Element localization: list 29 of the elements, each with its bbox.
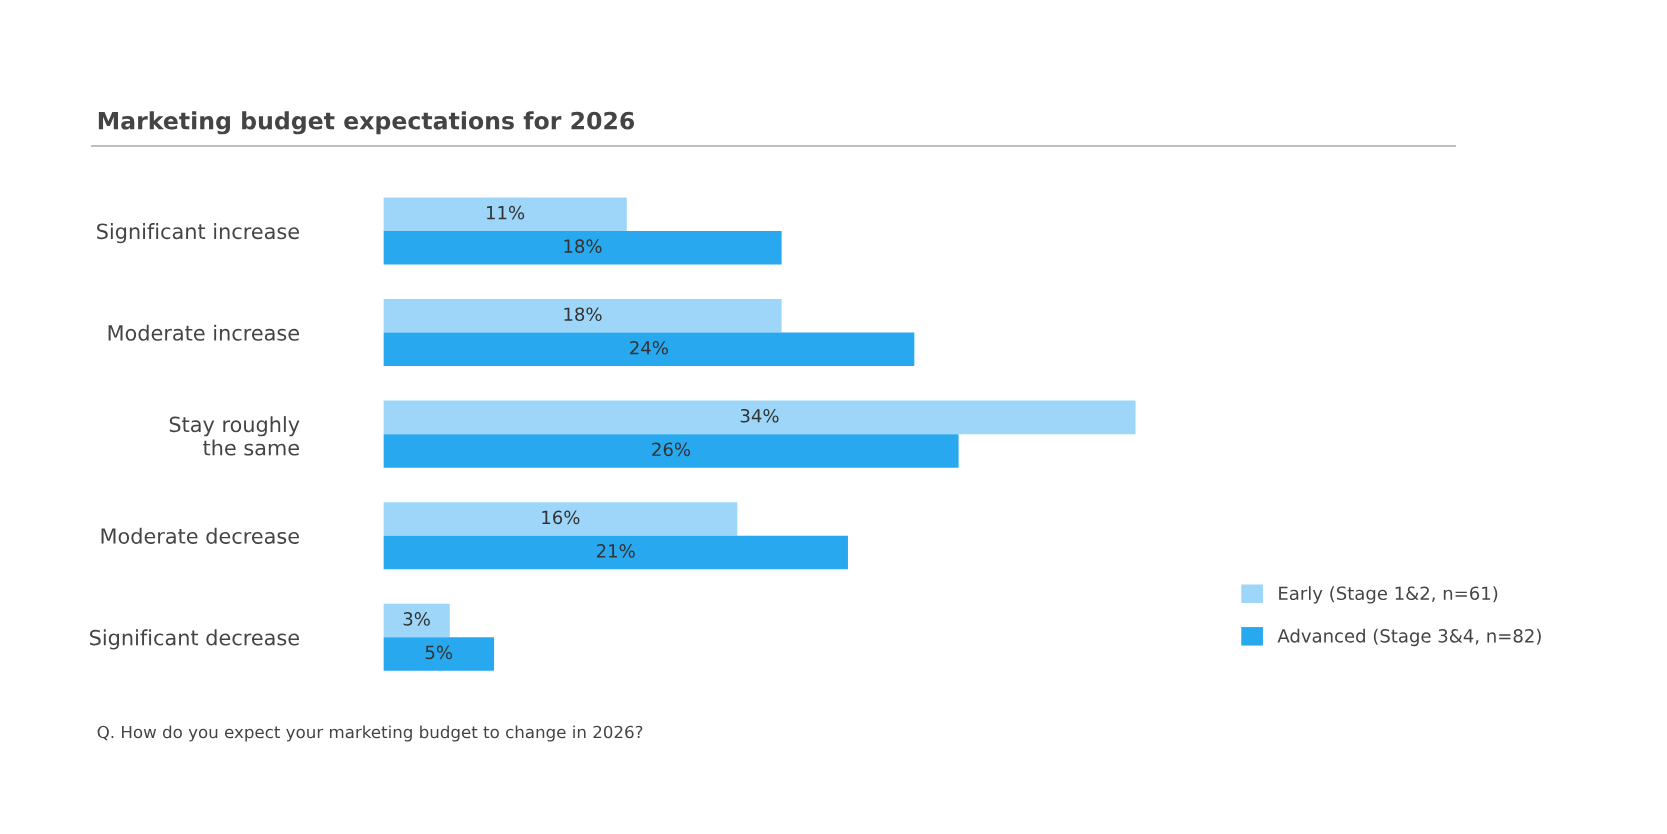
y-tick-label: Moderate increase (108, 324, 299, 341)
bar (383, 535, 848, 570)
data-label: 24% (630, 340, 668, 355)
y-tick-label: Moderate decrease (101, 527, 299, 544)
text: Q. How do you expect your marketing budget to change in 2026? (97, 725, 643, 742)
bar (383, 603, 450, 638)
bar (383, 231, 782, 265)
y-tick-label: Stay roughly the same (169, 416, 300, 456)
bar (383, 434, 959, 468)
y-tick-label: Significant increase (97, 223, 299, 244)
bar (383, 502, 738, 536)
legend-label: Advanced (Stage 3&4, n=82) (1277, 628, 1541, 647)
data-label: 18% (564, 239, 602, 253)
data-label: 11% (487, 205, 525, 220)
data-label: 34% (740, 408, 779, 423)
data-label: 26% (652, 442, 691, 457)
data-label: 18% (564, 307, 602, 322)
y-tick-label: Significant decrease (90, 629, 299, 650)
bar (383, 332, 915, 367)
bar (383, 400, 1136, 435)
data-label: 5% (425, 645, 453, 660)
legend-label: Early (Stage 1&2, n=61) (1279, 586, 1498, 604)
data-label: 21% (596, 544, 635, 558)
data-label: 16% (542, 510, 580, 525)
bar (383, 637, 495, 671)
chart-title: Marketing budget expectations for 2026 (98, 111, 635, 135)
bar (383, 299, 782, 333)
bar (383, 197, 627, 231)
data-label: 3% (403, 612, 430, 626)
